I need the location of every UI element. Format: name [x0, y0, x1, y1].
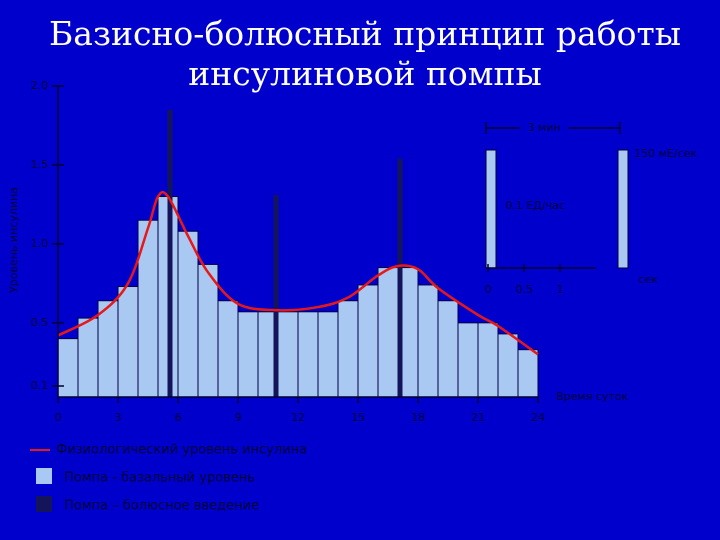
legend-label: Помпа – болюсное введение	[64, 499, 259, 514]
basal-bar	[57, 338, 79, 398]
basal-bar	[317, 311, 339, 398]
basal-bar	[117, 286, 139, 398]
inset-tick-label: 1	[557, 283, 564, 296]
basal-bar	[97, 300, 119, 398]
inset-label: 150 мЕ/сек	[634, 147, 697, 160]
basal-bar	[197, 263, 219, 398]
basal-bar	[77, 317, 99, 398]
basal-bar	[337, 300, 359, 398]
inset-bar	[617, 149, 629, 269]
physiological-curve	[57, 190, 539, 356]
basal-bar	[237, 311, 259, 398]
basal-bar	[277, 311, 299, 398]
x-tick-label: 3	[115, 411, 122, 424]
y-tick-label: 0.5	[31, 316, 49, 329]
legend-swatch	[36, 468, 52, 484]
x-tick-label: 9	[235, 411, 242, 424]
bolus-bar	[273, 194, 279, 397]
x-tick-label: 15	[351, 411, 365, 424]
basal-bar	[357, 284, 379, 398]
inset-label-bg	[520, 122, 568, 134]
y-tick-label: 0.1	[31, 379, 49, 392]
basal-bar	[217, 300, 239, 398]
inset-tick-label: 0.5	[515, 283, 533, 296]
title-line: инсулиновой помпы	[188, 54, 541, 93]
basal-bar	[497, 333, 519, 398]
x-tick-label: 24	[531, 411, 545, 424]
legend: Физиологический уровень инсулина Помпа -…	[30, 443, 307, 514]
basal-bar	[517, 349, 539, 398]
inset-bar	[485, 149, 497, 269]
y-axis-label: Уровень инсулина	[7, 187, 20, 293]
inset: 3 мин 0.1 ЕД/час 150 мЕ/сек сек 0 0.5 1	[485, 121, 698, 296]
legend-swatch	[36, 496, 52, 512]
bolus-bar	[167, 109, 173, 398]
bolus-bar	[397, 158, 403, 397]
x-tick-label: 12	[291, 411, 305, 424]
basal-bar	[177, 230, 199, 398]
basal-bar	[437, 300, 459, 398]
basal-bar	[377, 267, 399, 398]
x-tick-label: 21	[471, 411, 485, 424]
legend-label: Помпа - базальный уровень	[64, 471, 255, 486]
inset-label: сек	[638, 273, 658, 286]
legend-label: Физиологический уровень инсулина	[56, 443, 307, 458]
basal-bar	[417, 284, 439, 398]
y-tick-label: 1.0	[31, 237, 49, 250]
basal-bar	[457, 322, 479, 398]
basal-bar	[477, 322, 499, 398]
x-axis-label: Время суток	[556, 390, 628, 403]
title-line: Базисно-болюсный принцип работы	[49, 14, 681, 53]
basal-bar	[297, 311, 319, 398]
x-tick-label: 6	[175, 411, 182, 424]
x-tick-label: 0	[55, 411, 62, 424]
inset-label: 3 мин	[527, 121, 560, 134]
inset-tick-label: 0	[485, 283, 492, 296]
y-tick-label: 1.5	[31, 158, 49, 171]
inset-label: 0.1 ЕД/час	[505, 199, 565, 212]
y-tick-label: 2.0	[31, 79, 49, 92]
x-tick-label: 18	[411, 411, 425, 424]
